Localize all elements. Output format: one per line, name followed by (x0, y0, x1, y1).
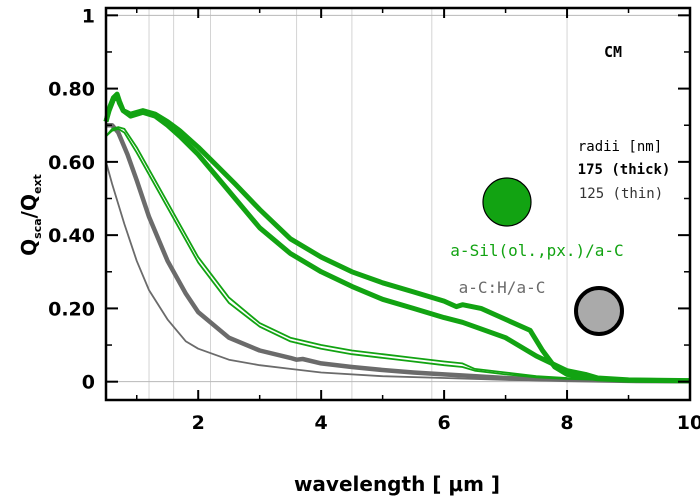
svg-text:Qsca/Qext: Qsca/Qext (17, 174, 44, 256)
y-tick-label-3: 0.60 (48, 152, 95, 174)
corner-label: CM (604, 43, 622, 61)
y-tick-label-5: 1 (82, 5, 95, 27)
vertical-gridlines (106, 8, 690, 400)
y-label-q2: Q (17, 194, 41, 211)
y-axis-label: Qsca/Qext (17, 174, 44, 256)
y-label-sub-num: sca (31, 218, 44, 239)
series-line-gray-thick-4 (106, 122, 691, 384)
y-tick-label-0: 0 (82, 372, 95, 394)
plot-frame (104, 6, 692, 402)
y-label-sub-den: ext (31, 174, 44, 194)
x-tick-label-4: 10 (677, 412, 700, 434)
series-line-gray-thin-5 (105, 161, 691, 383)
material-label-carbon: a-C:H/a-C (459, 278, 546, 297)
legend-thin-label: 125 (thin) (579, 186, 663, 202)
green-particle-icon (482, 177, 532, 227)
series-line-green-thick-0 (103, 93, 691, 384)
x-tick-label-0: 2 (192, 412, 205, 434)
x-tick-label-2: 6 (437, 412, 450, 434)
y-tick-label-1: 0.20 (48, 298, 95, 320)
y-label-slash: / (17, 210, 41, 218)
y-tick-label-2: 0.40 (48, 225, 95, 247)
material-label-silicate: a-Sil(ol.,px.)/a-C (450, 241, 623, 260)
series-line-green-thick-1 (103, 91, 691, 384)
y-tick-label-4: 0.80 (48, 79, 95, 101)
x-axis-label: wavelength [ μm ] (294, 472, 500, 496)
x-axis-ticks: 2 4 6 8 10 (135, 8, 700, 434)
legend-radii-header: radii [nm] (578, 139, 662, 155)
y-axis-ticks: 0 0.20 0.40 0.60 0.80 1 (48, 5, 690, 394)
series-lines (103, 91, 691, 384)
legend-thick-label: 175 (thick) (578, 162, 671, 178)
series-line-green-thin-2 (105, 126, 691, 382)
x-tick-label-3: 8 (560, 412, 573, 434)
series-line-green-thin-3 (105, 128, 691, 382)
x-tick-label-1: 4 (315, 412, 328, 434)
y-label-q1: Q (17, 239, 41, 256)
gray-particle-icon (574, 286, 624, 336)
